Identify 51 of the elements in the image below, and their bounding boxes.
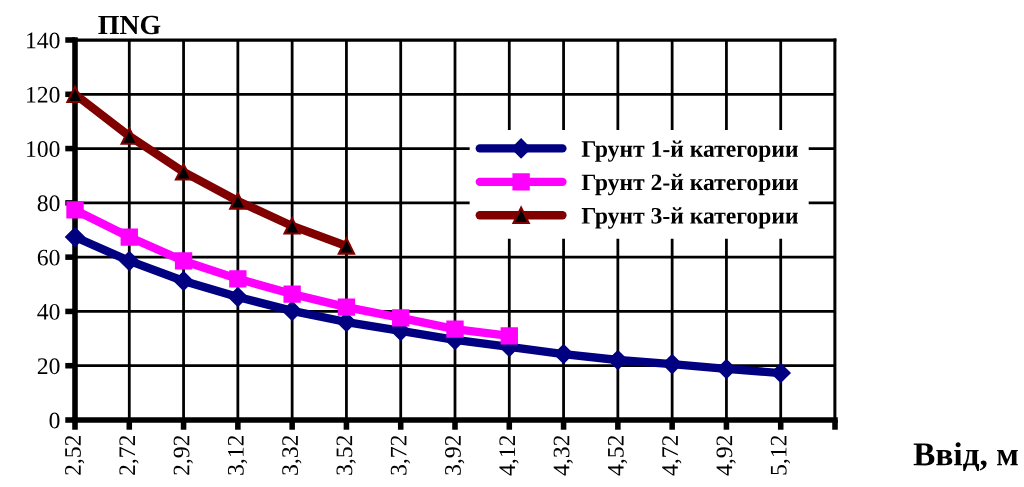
y-tick-label: 20 [37,358,60,375]
x-tick-label: 3,92 [445,435,465,475]
y-tick-label: 60 [37,249,60,266]
point [337,298,356,316]
legend-label: Грунт 2-й категории [581,173,798,196]
x-tick-label: 4,12 [499,435,519,476]
point [662,354,683,374]
point [282,301,303,321]
point [716,359,737,379]
x-tick-label: 4,32 [553,435,573,476]
x-tick-label: 3,52 [336,435,356,475]
x-tick-label: 4,92 [716,435,736,476]
point [446,320,464,338]
point [174,163,193,181]
x-tick-label: 2,52 [65,435,85,475]
x-tick-label: 2,92 [173,435,193,475]
y-tick-label: 80 [37,195,60,212]
y-tick-label: 140 [27,32,60,49]
legend-label: Грунт 1-й категории [581,140,798,162]
point [607,350,628,370]
point [392,309,410,327]
point [283,285,301,303]
y-tick-label: 40 [37,303,60,320]
y-tick-label: 100 [27,141,60,157]
legend-label: Грунт 3-й категории [581,207,798,229]
point [120,228,138,246]
point [553,344,574,364]
point [227,287,248,307]
y-tick-label: 120 [27,86,60,103]
x-tick-label: 2,72 [119,435,139,475]
x-tick-label: 4,72 [662,435,682,476]
y-tick-label: 0 [49,412,60,429]
point [500,327,518,345]
y-axis-title: ПNG [98,15,161,35]
point [120,127,138,145]
point [119,251,140,271]
point [66,201,84,219]
point [770,363,791,383]
point [337,237,356,255]
x-tick-label: 3,32 [282,435,302,475]
point [65,227,85,247]
x-tick-label: 3,12 [227,435,248,475]
point [173,271,194,291]
x-axis-title: Ввід, м [913,442,1018,472]
x-tick-label: 5,12 [770,435,791,475]
x-tick-label: 4,52 [607,435,628,476]
point [229,192,247,210]
point [229,270,247,288]
point [174,252,193,270]
point [283,217,301,235]
x-tick-label: 3,72 [390,435,411,475]
